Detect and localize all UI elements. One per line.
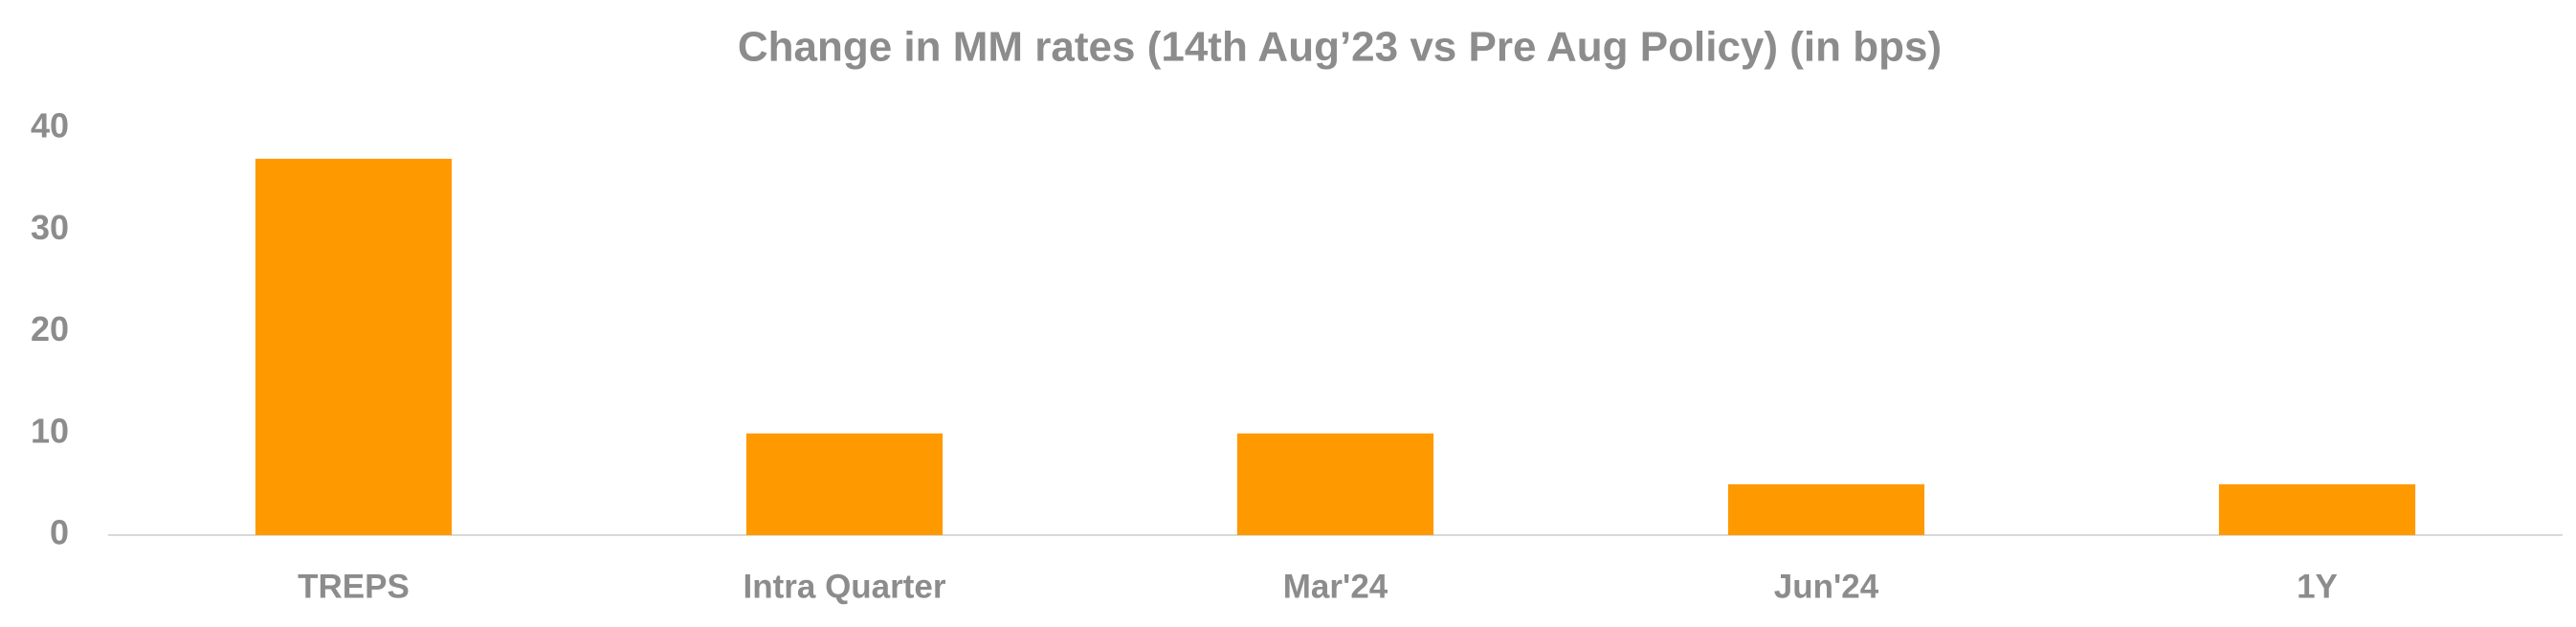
bar <box>1727 483 1925 535</box>
bar <box>2218 483 2416 535</box>
x-tick-label: Jun'24 <box>1774 568 1879 605</box>
y-tick-label: 0 <box>50 513 69 552</box>
bar <box>255 158 453 535</box>
y-tick-label: 20 <box>31 309 69 348</box>
x-tick-label: TREPS <box>298 568 410 605</box>
x-tick-label: 1Y <box>2297 568 2338 605</box>
x-tick-label: Mar'24 <box>1283 568 1388 605</box>
y-tick-label: 10 <box>31 411 69 450</box>
bar <box>745 433 944 535</box>
bar <box>1236 433 1434 535</box>
x-tick-label: Intra Quarter <box>744 568 946 605</box>
y-tick-label: 30 <box>31 208 69 247</box>
chart-title: Change in MM rates (14th Aug’23 vs Pre A… <box>738 24 1942 71</box>
y-tick-label: 40 <box>31 106 69 146</box>
